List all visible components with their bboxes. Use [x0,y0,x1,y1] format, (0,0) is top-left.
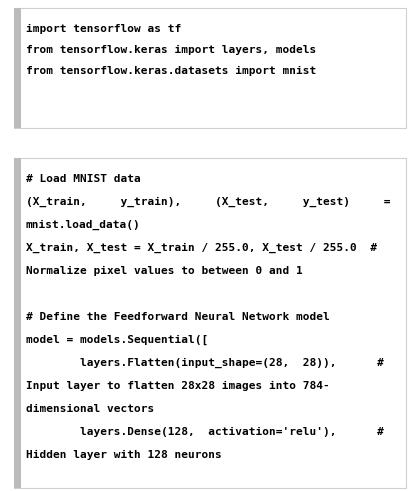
Text: model = models.Sequential([: model = models.Sequential([ [26,335,208,345]
Text: Input layer to flatten 28x28 images into 784-: Input layer to flatten 28x28 images into… [26,381,330,391]
Text: from tensorflow.keras.datasets import mnist: from tensorflow.keras.datasets import mn… [26,66,316,76]
Bar [14,8,406,128]
Bar [14,8,21,128]
Text: # Load MNIST data: # Load MNIST data [26,174,141,184]
Text: layers.Flatten(input_shape=(28,  28)),      #: layers.Flatten(input_shape=(28, 28)), # [26,358,384,368]
Text: X_train, X_test = X_train / 255.0, X_test / 255.0  #: X_train, X_test = X_train / 255.0, X_tes… [26,243,377,253]
Text: from tensorflow.keras import layers, models: from tensorflow.keras import layers, mod… [26,45,316,55]
Text: # Define the Feedforward Neural Network model: # Define the Feedforward Neural Network … [26,312,330,322]
Text: (X_train,     y_train),     (X_test,     y_test)     =: (X_train, y_train), (X_test, y_test) = [26,197,391,207]
Bar [14,158,406,488]
Bar [14,158,21,488]
Text: dimensional vectors: dimensional vectors [26,404,154,414]
Text: import tensorflow as tf: import tensorflow as tf [26,24,181,34]
Text: Hidden layer with 128 neurons: Hidden layer with 128 neurons [26,450,222,460]
Text: Normalize pixel values to between 0 and 1: Normalize pixel values to between 0 and … [26,266,303,276]
Text: layers.Dense(128,  activation='relu'),      #: layers.Dense(128, activation='relu'), # [26,427,384,437]
Text: mnist.load_data(): mnist.load_data() [26,220,141,230]
